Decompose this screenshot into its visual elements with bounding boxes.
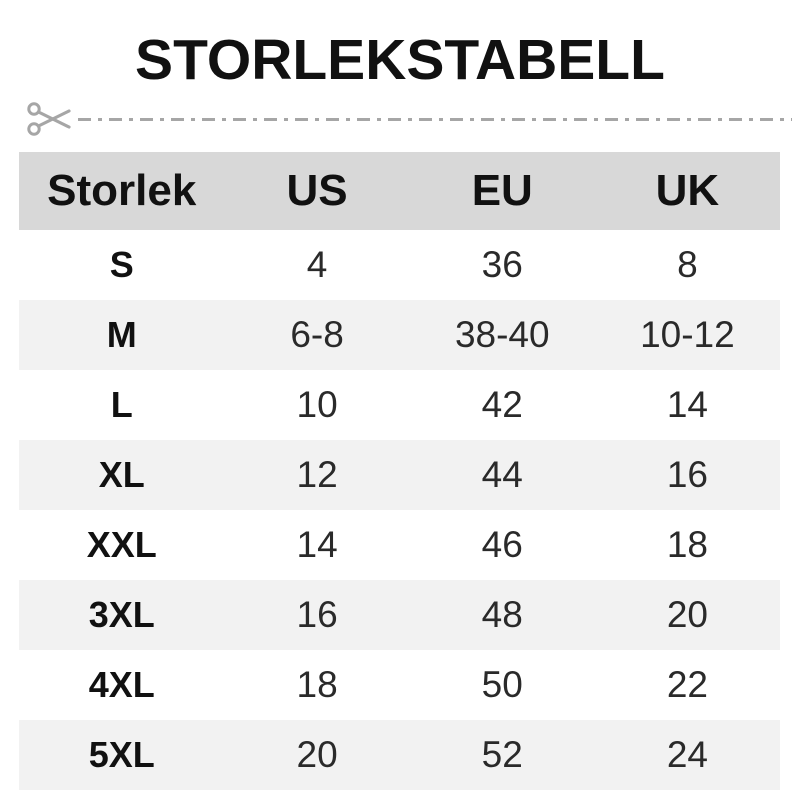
- us-cell: 6-8: [290, 314, 344, 355]
- table-row-5xl: 5XL 20 52 24: [19, 720, 780, 790]
- size-cell: 3XL: [88, 594, 155, 635]
- dashed-cut-line: [78, 117, 792, 121]
- size-cell: M: [106, 314, 137, 355]
- uk-cell: 24: [666, 734, 708, 775]
- uk-cell: 20: [666, 594, 708, 635]
- uk-cell: 8: [677, 244, 698, 285]
- size-cell: L: [110, 384, 133, 425]
- us-cell: 4: [306, 244, 328, 285]
- size-cell: XL: [98, 454, 145, 495]
- size-cell: S: [109, 244, 134, 285]
- table-row-3xl: 3XL 16 48 20: [19, 580, 780, 650]
- table-row-xxl: XXL 14 46 18: [19, 510, 780, 580]
- scissors-icon: [27, 102, 71, 136]
- eu-cell: 48: [481, 594, 523, 635]
- column-header-eu: EU: [471, 166, 533, 215]
- us-cell: 18: [296, 664, 338, 705]
- size-cell: 5XL: [88, 734, 155, 775]
- us-cell: 20: [296, 734, 338, 775]
- eu-cell: 44: [481, 454, 523, 495]
- uk-cell: 16: [666, 454, 708, 495]
- table-row-4xl: 4XL 18 50 22: [19, 650, 780, 720]
- table-row-s: S 4 36 8: [19, 230, 780, 300]
- cut-line: [26, 99, 792, 139]
- uk-cell: 22: [666, 664, 708, 705]
- eu-cell: 38-40: [454, 314, 550, 355]
- size-cell: XXL: [86, 524, 157, 565]
- column-header-storlek: Storlek: [47, 166, 197, 215]
- us-cell: 10: [296, 384, 338, 425]
- eu-cell: 52: [481, 734, 523, 775]
- table-row-xl: XL 12 44 16: [19, 440, 780, 510]
- uk-cell: 18: [666, 524, 708, 565]
- table-row-m: M 6-8 38-40 10-12: [19, 300, 780, 370]
- eu-cell: 46: [481, 524, 523, 565]
- table-header-row: Storlek US EU UK: [19, 152, 780, 230]
- us-cell: 14: [296, 524, 338, 565]
- page-title: STORLEKSTABELL: [135, 28, 665, 92]
- column-header-uk: UK: [655, 166, 720, 215]
- uk-cell: 14: [666, 384, 708, 425]
- uk-cell: 10-12: [640, 314, 735, 355]
- us-cell: 16: [296, 594, 338, 635]
- us-cell: 12: [296, 454, 338, 495]
- column-header-us: US: [286, 166, 348, 215]
- table-row-l: L 10 42 14: [19, 370, 780, 440]
- size-table: Storlek US EU UK S 4 36 8 M 6-8 38-40 10…: [19, 152, 780, 790]
- eu-cell: 36: [481, 244, 523, 285]
- eu-cell: 50: [481, 664, 523, 705]
- eu-cell: 42: [481, 384, 523, 425]
- size-cell: 4XL: [88, 664, 155, 705]
